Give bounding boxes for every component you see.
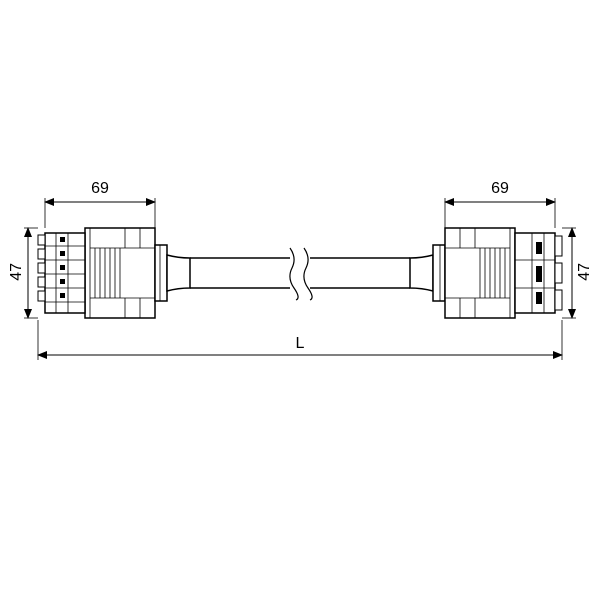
- technical-drawing: 69 69 47 47 L: [0, 0, 600, 600]
- dim-right-width: 69: [490, 180, 510, 198]
- dim-left-height: 47: [8, 263, 24, 281]
- right-connector: [410, 228, 562, 318]
- diagram-svg: [0, 0, 600, 600]
- dim-length: L: [295, 335, 305, 353]
- dim-right-height: 47: [576, 263, 592, 281]
- left-connector: [38, 228, 190, 318]
- dim-left-width: 69: [90, 180, 110, 198]
- cable: [190, 248, 410, 300]
